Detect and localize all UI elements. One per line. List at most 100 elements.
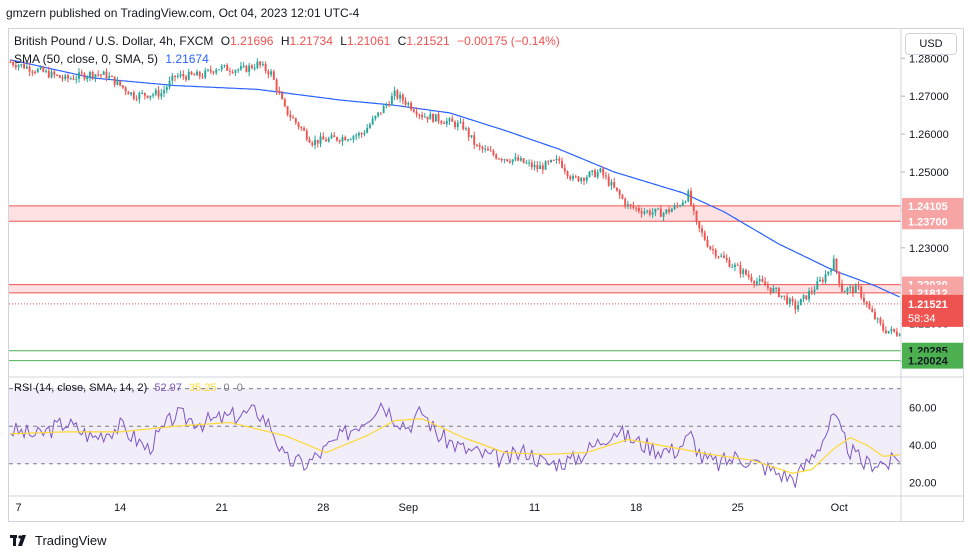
candle-body	[294, 118, 297, 123]
candle-body	[758, 279, 761, 282]
candle-body	[805, 295, 808, 300]
candle-body	[443, 122, 445, 125]
candle-body	[572, 176, 574, 179]
symbol-legend: British Pound / U.S. Dollar, 4h, FXCM O1…	[14, 34, 560, 48]
candle-body	[278, 90, 281, 93]
candle-body	[742, 269, 745, 274]
change-value: −0.00175 (−0.14%)	[457, 34, 560, 48]
rsi-legend: RSI (14, close, SMA, 14, 2) 52.97 35.25 …	[14, 382, 243, 394]
candle-body	[196, 71, 198, 76]
candle-body	[456, 122, 459, 128]
time-tick-label: 14	[114, 502, 126, 514]
candle-body	[344, 137, 347, 141]
candle-body	[132, 92, 135, 99]
candle-body	[160, 93, 163, 97]
candle-body	[327, 138, 330, 142]
candle-body	[448, 118, 451, 121]
candle-body	[783, 295, 786, 297]
candle-body	[72, 78, 75, 80]
candle-body	[648, 210, 651, 215]
candle-body	[684, 201, 687, 203]
close-value: 1.21521	[406, 34, 450, 48]
candle-body	[525, 162, 528, 164]
candle-body	[25, 66, 28, 69]
sma-label[interactable]: SMA (50, close, 0, SMA, 5)	[14, 52, 159, 66]
currency-button[interactable]: USD	[905, 33, 957, 55]
time-tick-label: Sep	[399, 502, 419, 514]
candle-body	[270, 71, 273, 75]
candle-body	[643, 211, 646, 214]
candle-body	[517, 157, 520, 161]
candle-body	[91, 72, 94, 78]
candle-body	[17, 65, 20, 68]
candle-body	[821, 279, 824, 282]
candle-body	[637, 207, 640, 212]
candle-body	[764, 281, 767, 286]
zone-price-tag	[902, 352, 963, 369]
candle-body	[253, 67, 256, 69]
candle-body	[887, 330, 890, 334]
candle-body	[884, 330, 887, 334]
candle-body	[250, 65, 253, 69]
candle-body	[368, 124, 371, 128]
candle-body	[209, 69, 212, 72]
candle-body	[728, 259, 731, 267]
candle-body	[794, 301, 797, 310]
candle-body	[385, 104, 388, 107]
candle-body	[679, 205, 682, 207]
candle-body	[53, 71, 56, 75]
candle-body	[382, 106, 385, 114]
candle-body	[346, 139, 349, 141]
candle-body	[772, 288, 775, 293]
candle-body	[130, 92, 133, 95]
candle-body	[116, 80, 119, 85]
candle-body	[503, 159, 506, 161]
open-value: 1.21696	[230, 34, 274, 48]
candle-body	[349, 139, 352, 141]
candle-body	[720, 255, 723, 257]
candle-body	[550, 159, 553, 163]
candle-body	[552, 159, 555, 161]
candle-body	[744, 269, 747, 275]
candle-body	[434, 114, 437, 122]
candle-body	[654, 208, 657, 213]
zone-price-label: 1.24105	[908, 201, 948, 213]
candle-body	[316, 139, 319, 144]
rsi-label[interactable]: RSI (14, close, SMA, 14, 2)	[14, 382, 148, 394]
candle-body	[215, 69, 218, 73]
candle-body	[9, 62, 12, 64]
candle-body	[357, 133, 360, 136]
candle-body	[522, 158, 525, 163]
candle-body	[330, 135, 333, 139]
zone-resistance-lower	[9, 284, 901, 293]
symbol-name[interactable]: British Pound / U.S. Dollar, 4h, FXCM	[14, 34, 214, 48]
candle-body	[651, 212, 654, 215]
candle-body	[399, 94, 402, 99]
candle-body	[440, 121, 443, 123]
candle-body	[865, 301, 868, 305]
candle-body	[56, 74, 58, 76]
candle-body	[322, 136, 325, 140]
candle-body	[124, 87, 127, 92]
candle-body	[242, 65, 245, 67]
candle-body	[264, 63, 267, 72]
candle-body	[42, 67, 45, 72]
footer-brand[interactable]: TradingView	[10, 531, 107, 549]
candle-body	[670, 208, 673, 212]
candle-body	[97, 74, 100, 76]
candle-body	[657, 208, 660, 210]
candle-body	[75, 78, 78, 80]
candle-body	[83, 73, 86, 80]
candle-body	[234, 70, 237, 73]
candle-body	[766, 285, 769, 288]
candle-body	[108, 75, 111, 79]
time-tick-label: 18	[630, 502, 642, 514]
candle-body	[830, 270, 832, 272]
candle-body	[371, 118, 374, 125]
candle-body	[47, 70, 50, 78]
candle-body	[725, 257, 728, 260]
rsi-extra-1: 0	[223, 382, 230, 394]
candle-body	[338, 140, 341, 142]
candle-body	[739, 265, 742, 274]
